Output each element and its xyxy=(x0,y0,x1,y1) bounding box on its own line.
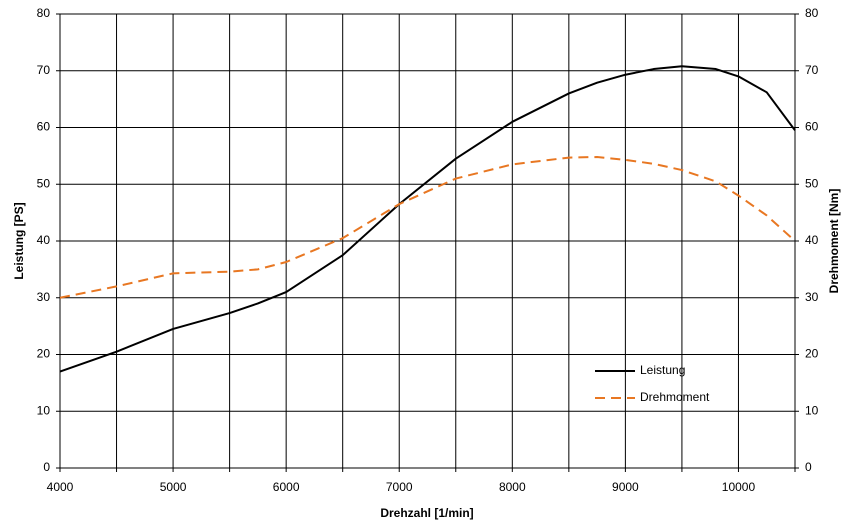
y-tick-label: 30 xyxy=(37,290,51,304)
y2-tick-label: 0 xyxy=(805,460,812,474)
x-tick-label: 8000 xyxy=(499,480,526,494)
y2-tick-label: 30 xyxy=(805,290,819,304)
y2-tick-label: 50 xyxy=(805,176,819,190)
y-axis-label: Leistung [PS] xyxy=(12,202,26,279)
x-tick-label: 5000 xyxy=(160,480,187,494)
legend-label: Drehmoment xyxy=(640,390,710,404)
y-tick-label: 20 xyxy=(37,347,51,361)
x-axis-label: Drehzahl [1/min] xyxy=(380,506,473,520)
y2-tick-label: 60 xyxy=(805,120,819,134)
y-tick-label: 10 xyxy=(37,403,51,417)
x-tick-label: 4000 xyxy=(47,480,74,494)
y-tick-label: 50 xyxy=(37,176,51,190)
y-tick-label: 70 xyxy=(37,63,51,77)
y2-tick-label: 40 xyxy=(805,233,819,247)
y2-tick-label: 20 xyxy=(805,347,819,361)
y-tick-label: 40 xyxy=(37,233,51,247)
plot-frame xyxy=(59,13,796,469)
x-tick-label: 6000 xyxy=(273,480,300,494)
y2-tick-label: 70 xyxy=(805,63,819,77)
x-tick-label: 10000 xyxy=(722,480,756,494)
y-tick-label: 80 xyxy=(37,6,51,20)
x-tick-label: 7000 xyxy=(386,480,413,494)
data-line xyxy=(59,65,796,373)
y2-axis-label: Drehmoment [Nm] xyxy=(827,189,841,294)
x-tick-label: 9000 xyxy=(612,480,639,494)
y-tick-label: 60 xyxy=(37,120,51,134)
y-tick-label: 0 xyxy=(43,460,50,474)
data-line xyxy=(59,156,796,299)
legend-label: Leistung xyxy=(640,363,685,377)
y2-tick-label: 10 xyxy=(805,403,819,417)
y2-tick-label: 80 xyxy=(805,6,819,20)
